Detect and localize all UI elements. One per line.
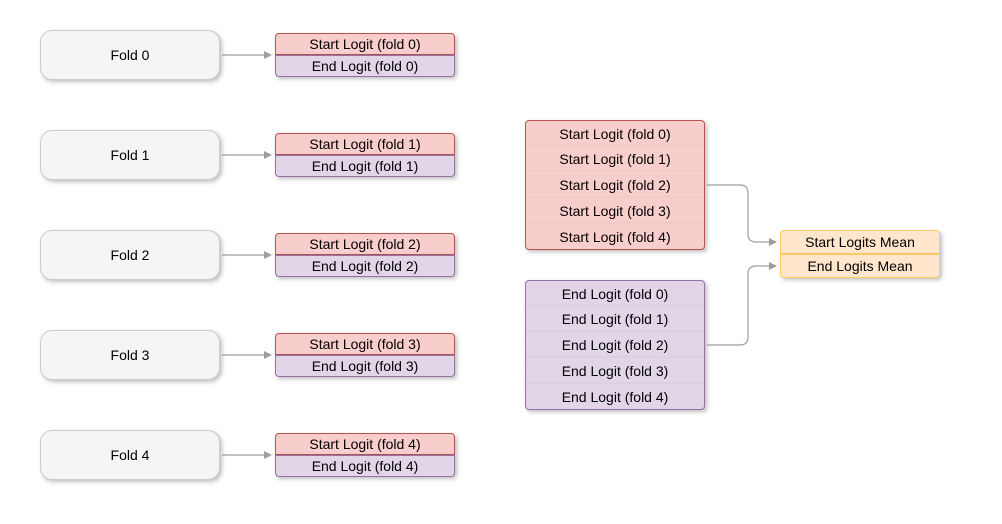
mean-end-box: End Logits Mean: [780, 254, 940, 278]
fold-box-2: Fold 2: [40, 230, 220, 280]
fold-label: Fold 1: [111, 147, 150, 163]
end-stack-label: End Logit (fold 4): [562, 389, 669, 405]
start-stack-row-3: Start Logit (fold 3): [525, 198, 705, 224]
fold-label: Fold 4: [111, 447, 150, 463]
start-stack-label: Start Logit (fold 1): [559, 151, 670, 167]
start-stack-row-1: Start Logit (fold 1): [525, 146, 705, 172]
start-logit-label: Start Logit (fold 1): [309, 136, 420, 152]
fold-label: Fold 0: [111, 47, 150, 63]
start-logit-label: Start Logit (fold 2): [309, 236, 420, 252]
end-logit-label: End Logit (fold 0): [312, 58, 419, 74]
fold-box-3: Fold 3: [40, 330, 220, 380]
start-logit-cell-2: Start Logit (fold 2): [275, 233, 455, 255]
end-stack-row-0: End Logit (fold 0): [525, 280, 705, 306]
start-stack-row-2: Start Logit (fold 2): [525, 172, 705, 198]
start-stack-row-0: Start Logit (fold 0): [525, 120, 705, 146]
end-stack-label: End Logit (fold 2): [562, 337, 669, 353]
start-stack-label: Start Logit (fold 4): [559, 229, 670, 245]
start-logit-label: Start Logit (fold 0): [309, 36, 420, 52]
arrow-end-stack-to-mean: [707, 266, 776, 345]
end-stack-row-3: End Logit (fold 3): [525, 358, 705, 384]
start-logit-cell-0: Start Logit (fold 0): [275, 33, 455, 55]
start-stack-label: Start Logit (fold 2): [559, 177, 670, 193]
start-logit-label: Start Logit (fold 4): [309, 436, 420, 452]
end-stack-label: End Logit (fold 3): [562, 363, 669, 379]
end-stack-label: End Logit (fold 1): [562, 311, 669, 327]
start-logit-cell-3: Start Logit (fold 3): [275, 333, 455, 355]
end-logit-label: End Logit (fold 1): [312, 158, 419, 174]
mean-start-label: Start Logits Mean: [805, 234, 915, 250]
end-stack-row-4: End Logit (fold 4): [525, 384, 705, 410]
start-logit-cell-4: Start Logit (fold 4): [275, 433, 455, 455]
fold-box-0: Fold 0: [40, 30, 220, 80]
fold-box-4: Fold 4: [40, 430, 220, 480]
end-logit-label: End Logit (fold 4): [312, 458, 419, 474]
end-stack-label: End Logit (fold 0): [562, 286, 669, 302]
arrow-start-stack-to-mean: [707, 185, 776, 242]
diagram-canvas: { "canvas": { "width": 1002, "height": 5…: [0, 0, 1002, 524]
end-stack-row-2: End Logit (fold 2): [525, 332, 705, 358]
start-stack-row-4: Start Logit (fold 4): [525, 224, 705, 250]
end-logit-cell-0: End Logit (fold 0): [275, 55, 455, 77]
end-logit-cell-4: End Logit (fold 4): [275, 455, 455, 477]
end-logit-cell-1: End Logit (fold 1): [275, 155, 455, 177]
start-stack-label: Start Logit (fold 3): [559, 203, 670, 219]
end-logit-cell-2: End Logit (fold 2): [275, 255, 455, 277]
end-logit-label: End Logit (fold 3): [312, 358, 419, 374]
end-logit-cell-3: End Logit (fold 3): [275, 355, 455, 377]
fold-box-1: Fold 1: [40, 130, 220, 180]
end-logit-label: End Logit (fold 2): [312, 258, 419, 274]
end-stack-row-1: End Logit (fold 1): [525, 306, 705, 332]
start-stack-label: Start Logit (fold 0): [559, 126, 670, 142]
start-logit-label: Start Logit (fold 3): [309, 336, 420, 352]
fold-label: Fold 2: [111, 247, 150, 263]
fold-label: Fold 3: [111, 347, 150, 363]
mean-start-box: Start Logits Mean: [780, 230, 940, 254]
start-logit-cell-1: Start Logit (fold 1): [275, 133, 455, 155]
mean-end-label: End Logits Mean: [807, 258, 912, 274]
